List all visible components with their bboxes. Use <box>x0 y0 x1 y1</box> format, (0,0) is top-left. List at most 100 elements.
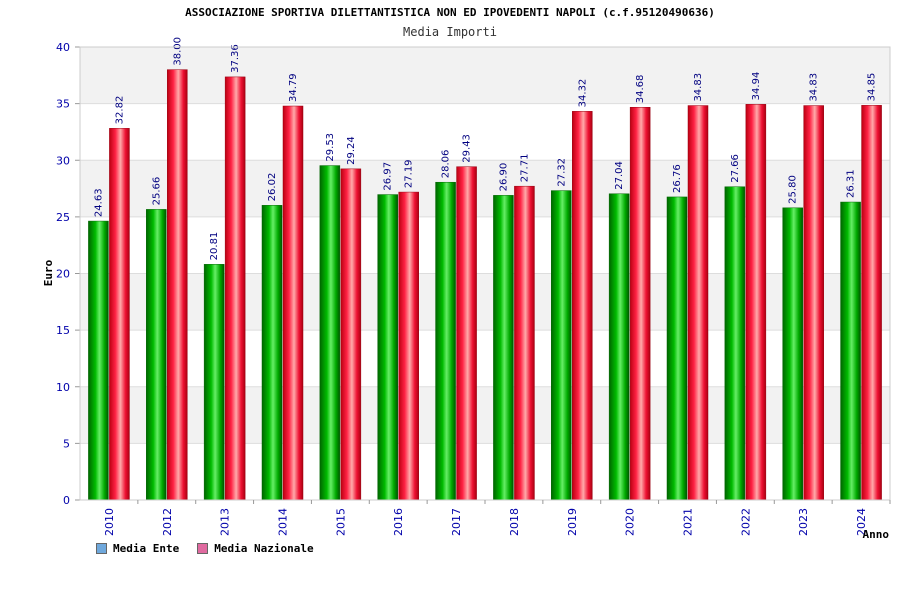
plot-band <box>80 47 890 104</box>
bar-media-nazionale <box>109 128 130 501</box>
bar-media-ente <box>666 196 688 501</box>
bar-media-nazionale <box>629 106 651 501</box>
data-label-media-nazionale: 27.71 <box>519 154 530 183</box>
data-label-media-ente: 29.53 <box>325 133 336 162</box>
data-label-media-nazionale: 38.00 <box>172 37 183 66</box>
y-axis-title: Euro <box>42 259 55 286</box>
bar-media-ente <box>551 190 572 501</box>
x-tick-label: 2014 <box>277 508 290 536</box>
bar-media-nazionale <box>224 76 246 501</box>
bar-media-ente <box>782 207 803 501</box>
bar-media-nazionale <box>398 191 419 501</box>
data-label-media-nazionale: 29.24 <box>346 136 357 165</box>
bar-media-ente <box>608 193 630 501</box>
legend-swatch-ente <box>96 543 107 554</box>
legend-item-ente: Media Ente <box>96 542 179 555</box>
y-tick-label: 0 <box>63 494 70 507</box>
legend-label-nazionale: Media Nazionale <box>214 542 314 555</box>
y-tick-label: 5 <box>63 437 70 450</box>
bar-media-nazionale <box>687 105 709 501</box>
bar-media-ente <box>377 194 398 501</box>
data-label-media-nazionale: 34.32 <box>577 79 588 108</box>
data-label-media-ente: 27.32 <box>556 158 567 187</box>
bar-media-ente <box>724 186 746 501</box>
bar-media-nazionale <box>572 111 593 501</box>
data-label-media-nazionale: 34.83 <box>809 73 820 102</box>
x-tick-label: 2018 <box>508 508 521 536</box>
x-tick-label: 2024 <box>855 508 868 536</box>
x-tick-label: 2019 <box>566 508 579 536</box>
data-label-media-nazionale: 34.85 <box>867 73 878 102</box>
bar-media-nazionale <box>745 104 767 501</box>
plot-band <box>80 216 890 274</box>
x-tick-label: 2012 <box>161 508 174 536</box>
data-label-media-ente: 26.02 <box>267 173 278 202</box>
plot-band <box>80 443 890 500</box>
bar-media-nazionale <box>282 105 304 501</box>
data-label-media-ente: 26.31 <box>846 169 857 198</box>
data-label-media-nazionale: 32.82 <box>114 96 125 125</box>
y-tick-label: 25 <box>56 211 70 224</box>
plot-band <box>80 103 890 161</box>
bar-media-nazionale <box>514 185 535 501</box>
data-label-media-nazionale: 34.94 <box>751 72 762 101</box>
bar-media-nazionale <box>456 166 477 501</box>
bar-media-ente <box>840 201 861 501</box>
chart-title: ASSOCIAZIONE SPORTIVA DILETTANTISTICA NO… <box>185 6 715 19</box>
data-label-media-nazionale: 34.68 <box>635 75 646 104</box>
data-label-media-ente: 26.97 <box>383 162 394 191</box>
x-tick-label: 2017 <box>450 508 463 536</box>
x-tick-label: 2010 <box>103 508 116 536</box>
axes-group: 0 5 10 15 20 25 30 35 40 2010 2012 2013 2014 2015 2016… <box>42 41 891 541</box>
legend-label-ente: Media Ente <box>113 542 180 555</box>
legend-swatch-nazionale <box>197 543 209 554</box>
data-label-media-ente: 27.66 <box>730 154 741 183</box>
data-label-media-nazionale: 34.79 <box>288 73 299 102</box>
y-tick-label: 40 <box>56 41 70 54</box>
x-tick-label: 2021 <box>682 508 695 536</box>
x-tick-label: 2013 <box>219 508 232 536</box>
bar-media-ente <box>261 205 283 501</box>
data-label-media-ente: 20.81 <box>209 232 220 261</box>
data-label-media-nazionale: 34.83 <box>693 73 704 102</box>
bar-media-ente <box>435 181 456 501</box>
bar-media-nazionale <box>861 105 882 501</box>
data-label-media-nazionale: 27.19 <box>404 159 415 188</box>
y-tick-label: 20 <box>56 268 70 281</box>
plot-band <box>80 386 890 444</box>
data-label-media-nazionale: 29.43 <box>462 134 473 163</box>
legend-item-nazionale: Media Nazionale <box>197 542 314 555</box>
data-label-media-ente: 26.90 <box>498 163 509 192</box>
value-labels-group: 24.63 32.82 25.66 38.00 20.81 37.36 26.02 34.79… <box>93 37 877 260</box>
plot-band <box>80 330 890 387</box>
bars-group <box>88 69 882 501</box>
data-label-media-ente: 25.80 <box>788 175 799 204</box>
data-label-media-ente: 27.04 <box>614 161 625 190</box>
y-tick-label: 15 <box>56 324 70 337</box>
x-tick-label: 2016 <box>392 508 405 536</box>
bar-media-nazionale <box>340 168 362 501</box>
x-tick-label: 2022 <box>739 508 752 536</box>
data-label-media-ente: 28.06 <box>441 150 452 179</box>
x-tick-label: 2020 <box>624 508 637 536</box>
y-tick-label: 10 <box>56 381 70 394</box>
x-tick-label: 2015 <box>334 508 347 536</box>
data-label-media-ente: 26.76 <box>672 164 683 193</box>
bar-media-ente <box>146 209 167 501</box>
data-label-media-ente: 25.66 <box>151 177 162 206</box>
bar-media-ente <box>88 220 109 501</box>
x-axis-title: Anno <box>863 528 890 541</box>
x-tick-label: 2023 <box>797 508 810 536</box>
plot-band <box>80 273 890 331</box>
bar-media-ente <box>493 195 514 501</box>
bar-media-nazionale <box>803 105 824 501</box>
bar-media-ente <box>203 264 225 501</box>
y-tick-label: 35 <box>56 98 70 111</box>
chart-subtitle: Media Importi <box>403 25 497 39</box>
data-label-media-nazionale: 37.36 <box>230 44 241 73</box>
legend: Media Ente Media Nazionale <box>96 542 314 555</box>
bar-media-nazionale <box>167 69 188 501</box>
data-label-media-ente: 24.63 <box>93 188 104 217</box>
plot-band <box>80 160 890 217</box>
